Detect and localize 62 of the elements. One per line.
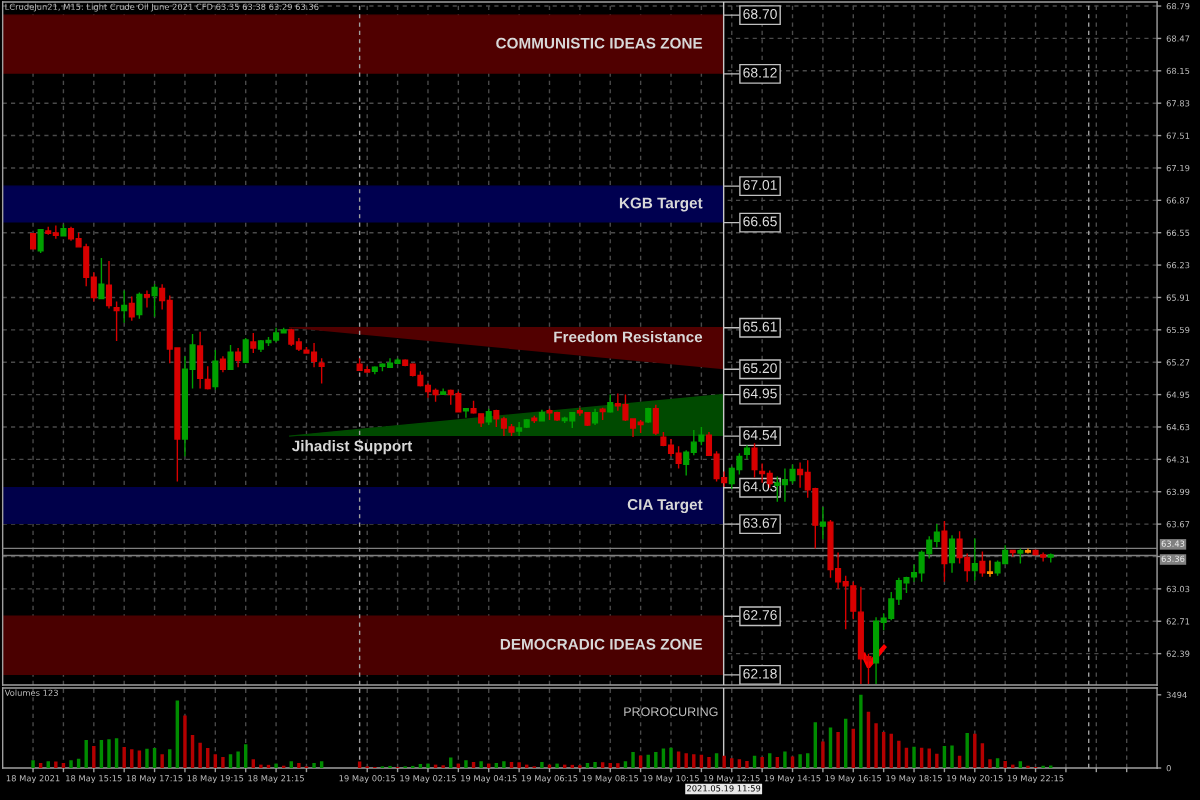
x-tick-label: 18 May 2021 <box>6 775 60 784</box>
x-tick-label: 19 May 18:15 <box>886 775 942 784</box>
y-tick-label: 67.19 <box>1166 164 1190 172</box>
x-tick-label: 18 May 15:15 <box>66 775 122 784</box>
annotation: 68.12 <box>743 67 777 78</box>
chart-title: Volumes 123 <box>4 689 58 696</box>
y-tick-label: 67.83 <box>1166 100 1190 107</box>
annotation: 65.61 <box>743 321 777 332</box>
y-tick-label: 66.87 <box>1166 197 1190 204</box>
series-label: CIA Target <box>627 499 703 514</box>
x-tick-label: 19 May 10:15 <box>643 775 699 784</box>
annotation: 66.65 <box>743 216 777 227</box>
annotation: 67.01 <box>743 180 777 190</box>
y-tick-label: 62.71 <box>1166 618 1190 625</box>
annotation: 62.76 <box>743 610 777 620</box>
y-tick-label: 62.39 <box>1166 650 1190 657</box>
y-tick-label: 63.03 <box>1166 585 1190 593</box>
y-tick-label: 64.63 <box>1166 423 1190 431</box>
series-label: COMMUNISTIC IDEAS ZONE <box>496 37 703 49</box>
annotation: 63.67 <box>743 518 777 528</box>
x-tick-label: 19 May 04:15 <box>461 775 517 784</box>
x-tick-label: 18 May 19:15 <box>187 775 244 784</box>
y-tick-label: 65.91 <box>1166 294 1190 301</box>
ref-line-label: 2021.05.19 11:59 <box>687 785 761 792</box>
series-label: Freedom Resistance <box>554 331 703 343</box>
x-tick-label: 19 May 06:15 <box>521 775 578 784</box>
x-tick-label: 19 May 14:15 <box>764 775 821 784</box>
y-tick-label: 0 <box>1166 764 1171 772</box>
y-tick-label: 68.47 <box>1166 35 1190 42</box>
y-tick-label: 63.99 <box>1166 488 1190 496</box>
x-tick-label: 19 May 00:15 <box>339 775 396 784</box>
series-label: KGB Target <box>619 197 703 212</box>
annotation: 64.54 <box>743 429 778 440</box>
y-tick-label: 64.95 <box>1166 391 1190 398</box>
y-tick-label: 66.55 <box>1166 229 1190 236</box>
ref-line-label: 63.36 <box>1161 555 1185 562</box>
y-tick-label: 67.51 <box>1166 132 1190 139</box>
y-tick-label: 65.27 <box>1166 359 1190 366</box>
annotation: PROROCURING <box>624 707 718 717</box>
y-tick-label: 68.15 <box>1166 67 1190 75</box>
annotation: 64.95 <box>743 388 777 399</box>
annotation: 65.20 <box>743 363 777 374</box>
annotation: 68.70 <box>743 9 777 19</box>
x-tick-label: 19 May 20:15 <box>947 775 1003 784</box>
ref-line-label: 63.43 <box>1161 540 1185 547</box>
y-tick-label: 63.67 <box>1166 521 1190 528</box>
y-tick-label: 68.79 <box>1166 3 1190 10</box>
y-tick-label: 66.23 <box>1166 262 1190 269</box>
x-tick-label: 18 May 17:15 <box>126 775 183 784</box>
y-tick-label: 3494 <box>1166 691 1187 699</box>
series-label: Jihadist Support <box>291 440 413 455</box>
x-tick-label: 19 May 12:15 <box>704 775 760 784</box>
x-tick-label: 19 May 16:15 <box>825 775 882 784</box>
x-tick-label: 19 May 22:15 <box>1007 775 1064 784</box>
y-tick-label: 64.31 <box>1166 456 1190 463</box>
x-tick-label: 18 May 21:15 <box>248 775 304 784</box>
x-tick-label: 19 May 02:15 <box>400 775 456 784</box>
x-tick-label: 19 May 08:15 <box>582 775 639 784</box>
annotation: 62.18 <box>743 668 777 679</box>
y-tick-label: 65.59 <box>1166 326 1190 334</box>
series-label: DEMOCRADIC IDEAS ZONE <box>500 638 703 650</box>
chart-title: LCrudeJun21, M15: Light Crude Oil June 2021 CFD 63.35 63.38 63.29 63.36 <box>5 3 319 12</box>
